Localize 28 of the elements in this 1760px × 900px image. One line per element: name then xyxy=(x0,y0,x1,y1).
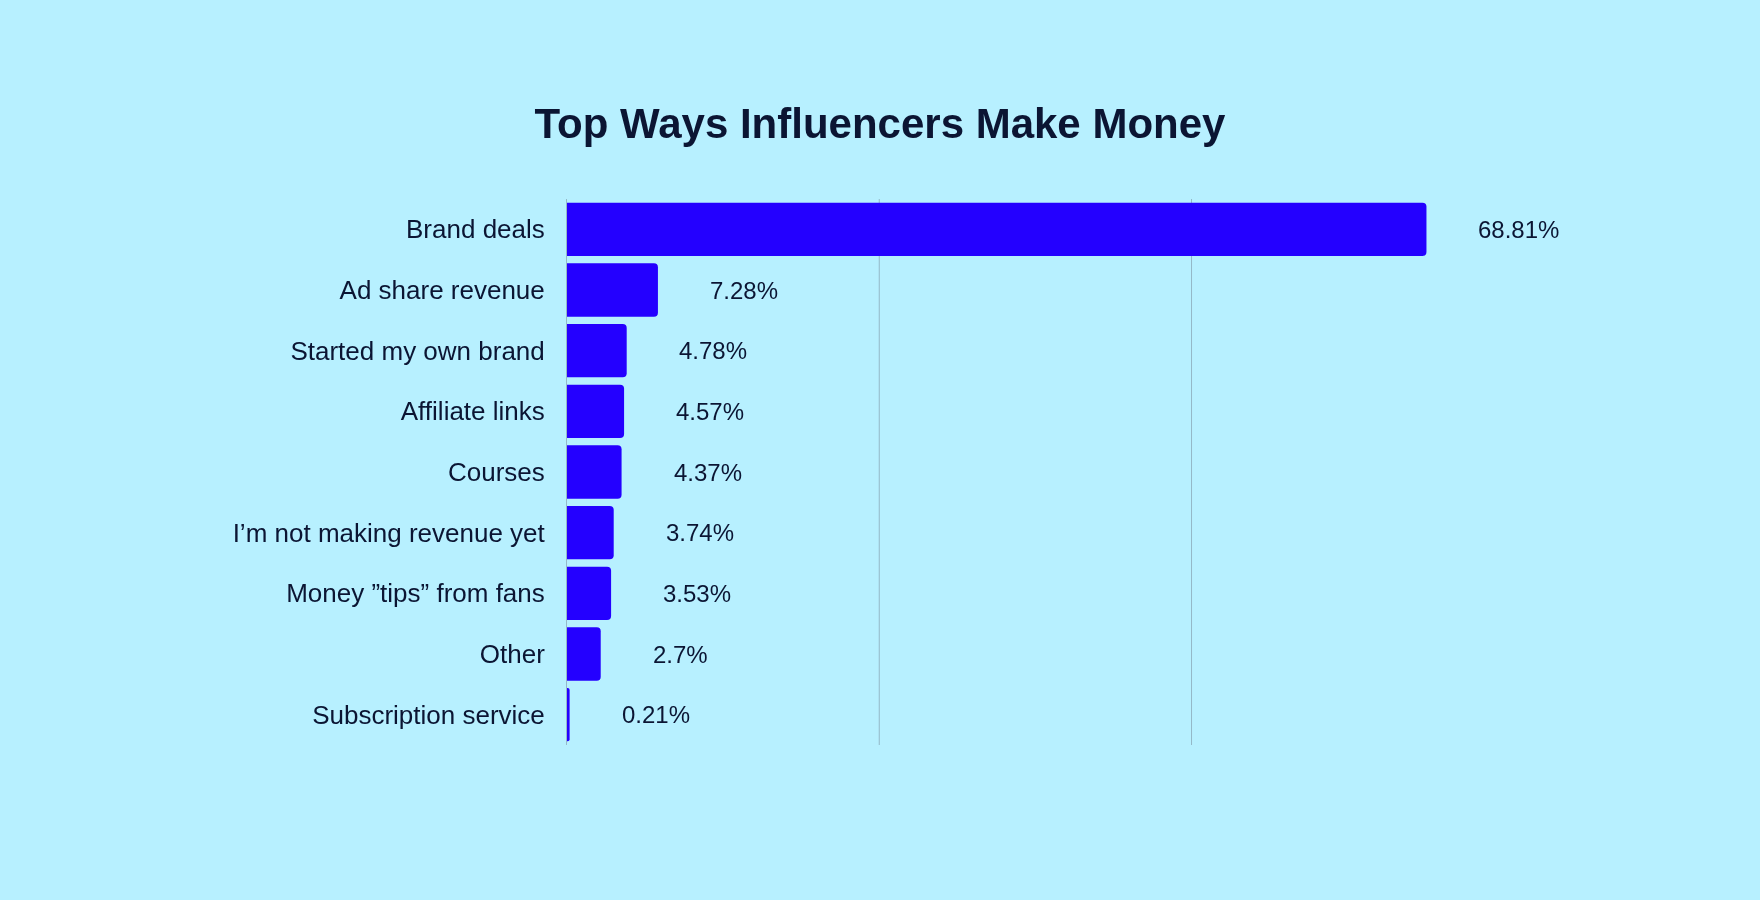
data-label: 2.7% xyxy=(653,641,708,668)
bar xyxy=(567,627,601,681)
bar xyxy=(567,505,614,560)
bar xyxy=(567,566,612,621)
y-tick-label: Started my own brand xyxy=(290,335,545,366)
data-label: 4.37% xyxy=(674,459,743,486)
y-tick-label: Money ”tips” from fans xyxy=(286,578,545,609)
data-label: 3.74% xyxy=(666,519,735,546)
y-tick-label: Brand deals xyxy=(406,214,545,245)
data-label: 0.21% xyxy=(622,701,691,728)
y-tick-label: Ad share revenue xyxy=(339,275,545,306)
y-tick-label: I’m not making revenue yet xyxy=(232,517,546,548)
data-label: 4.57% xyxy=(676,398,745,425)
data-label: 3.53% xyxy=(663,580,732,607)
data-label: 7.28% xyxy=(710,277,779,304)
bar xyxy=(567,445,622,499)
data-label: 4.78% xyxy=(679,337,748,364)
data-label: 68.81% xyxy=(1478,216,1560,243)
y-tick-label: Affiliate links xyxy=(400,396,545,427)
y-tick-label: Subscription service xyxy=(312,699,545,730)
y-tick-label: Courses xyxy=(447,457,545,488)
y-tick-label: Other xyxy=(479,639,546,670)
bar xyxy=(567,202,1427,257)
bar xyxy=(567,263,658,317)
chart-title: Top Ways Influencers Make Money xyxy=(534,99,1227,147)
bar xyxy=(567,687,570,742)
bar xyxy=(567,323,627,378)
bar xyxy=(567,384,625,439)
